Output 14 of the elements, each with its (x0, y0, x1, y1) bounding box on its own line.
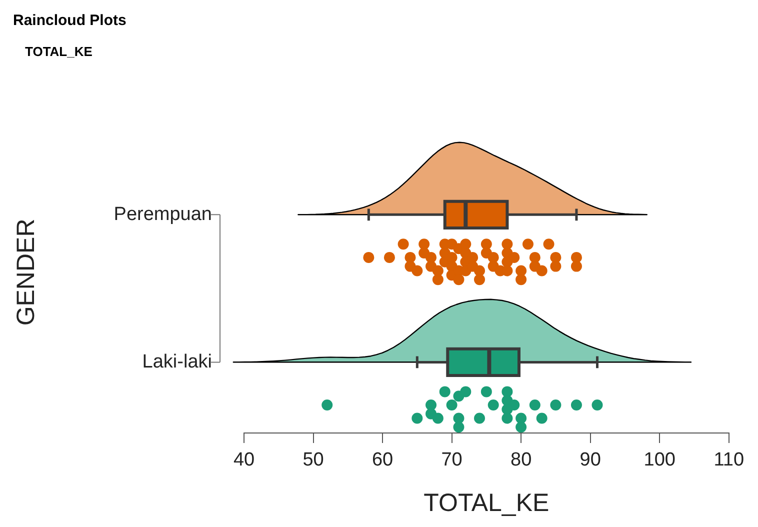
x-tick-label: 80 (510, 450, 532, 471)
text: TOTAL_KE (24, 43, 94, 61)
text: Raincloud Plots (12, 11, 128, 31)
x-tick-label: 50 (302, 450, 324, 471)
x-tick-label: 100 (644, 450, 676, 471)
y-tick-label: Perempuan (114, 204, 212, 225)
y-axis-title: GENDER (12, 218, 40, 326)
x-tick-label: 110 (714, 450, 744, 471)
x-tick-label: 60 (372, 450, 394, 471)
y-tick-label: Laki-laki (142, 351, 212, 372)
x-tick-label: 40 (233, 450, 255, 471)
x-tick-label: 90 (580, 450, 601, 471)
x-axis-title: TOTAL_KE (424, 488, 550, 517)
x-tick-label: 70 (441, 450, 462, 471)
